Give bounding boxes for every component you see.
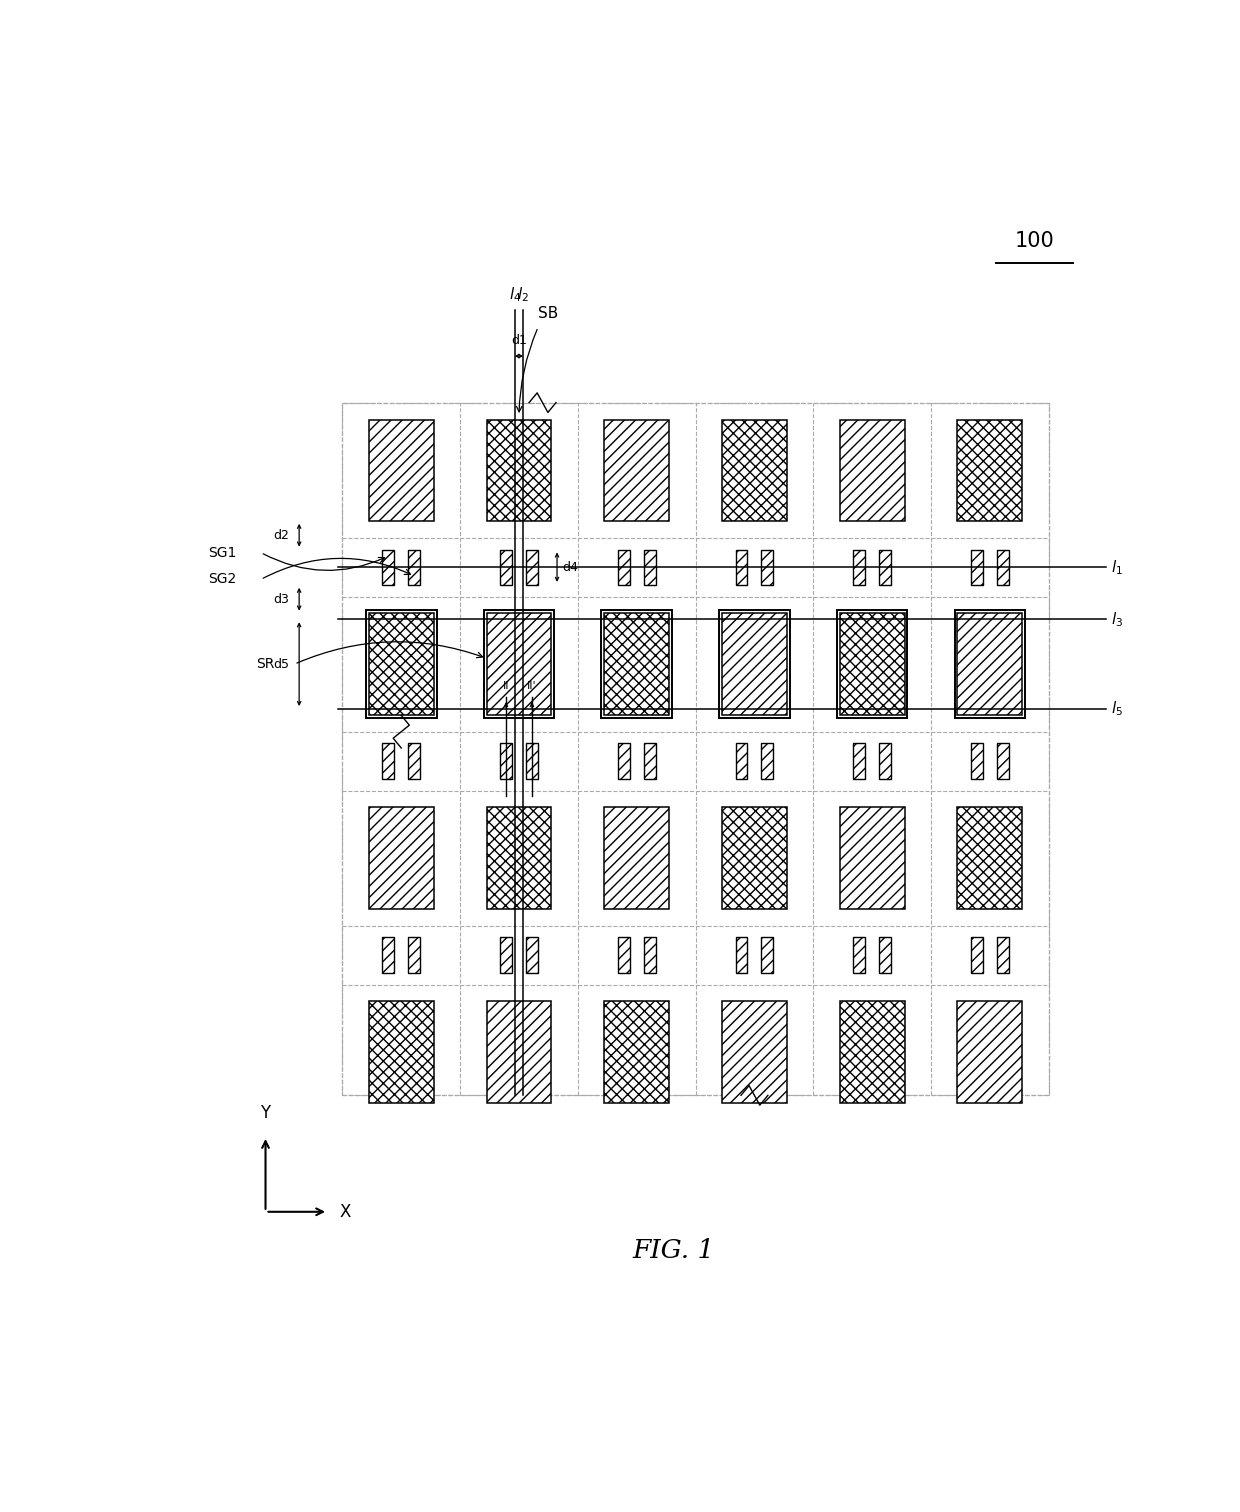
Bar — [853, 937, 866, 972]
Text: 100: 100 — [1014, 231, 1054, 251]
Bar — [382, 744, 394, 779]
Text: $l_4$: $l_4$ — [510, 284, 522, 304]
Bar — [408, 937, 420, 972]
Bar — [997, 937, 1008, 972]
Text: II': II' — [527, 680, 537, 691]
Text: d3: d3 — [274, 593, 290, 606]
Bar — [761, 744, 774, 779]
Bar — [971, 744, 983, 779]
Bar — [500, 937, 512, 972]
Text: d2: d2 — [274, 529, 290, 541]
Bar — [839, 1001, 904, 1102]
Bar — [368, 1001, 434, 1102]
Bar — [644, 744, 656, 779]
Bar — [526, 937, 538, 972]
Bar — [719, 609, 790, 718]
Bar — [382, 549, 394, 585]
Bar — [368, 807, 434, 909]
Bar — [644, 937, 656, 972]
Bar — [604, 419, 670, 520]
Text: X: X — [340, 1202, 351, 1220]
Bar — [486, 614, 552, 715]
Bar — [618, 937, 630, 972]
Bar — [957, 807, 1022, 909]
Bar — [971, 549, 983, 585]
Text: d5: d5 — [274, 658, 290, 671]
Bar — [957, 614, 1022, 715]
Text: d1: d1 — [511, 334, 527, 346]
Text: FIG. 1: FIG. 1 — [632, 1238, 715, 1263]
Bar — [761, 937, 774, 972]
Bar — [644, 549, 656, 585]
Bar — [408, 549, 420, 585]
Bar — [879, 744, 892, 779]
Bar — [486, 419, 552, 520]
Bar — [368, 419, 434, 520]
Text: $l_3$: $l_3$ — [1111, 609, 1123, 629]
Bar — [618, 744, 630, 779]
Bar — [853, 549, 866, 585]
Bar — [761, 549, 774, 585]
Bar — [879, 549, 892, 585]
Bar — [366, 609, 436, 718]
Text: SG2: SG2 — [208, 573, 236, 587]
Bar — [722, 614, 787, 715]
Bar — [997, 744, 1008, 779]
Text: SR: SR — [255, 658, 274, 671]
Bar — [957, 419, 1022, 520]
Bar — [722, 419, 787, 520]
Text: $l_1$: $l_1$ — [1111, 558, 1123, 576]
Bar — [618, 549, 630, 585]
Bar — [957, 1001, 1022, 1102]
Bar — [486, 807, 552, 909]
Text: II: II — [502, 680, 510, 691]
Bar — [526, 549, 538, 585]
Text: SG1: SG1 — [208, 546, 237, 559]
Bar — [997, 549, 1008, 585]
Bar — [342, 402, 1049, 1095]
Bar — [722, 1001, 787, 1102]
Bar — [839, 807, 904, 909]
Text: $l_5$: $l_5$ — [1111, 700, 1123, 718]
Bar — [604, 614, 670, 715]
Bar — [382, 937, 394, 972]
Text: d4: d4 — [562, 561, 578, 573]
Bar — [604, 1001, 670, 1102]
Bar — [500, 744, 512, 779]
Bar — [486, 1001, 552, 1102]
Text: Y: Y — [260, 1104, 270, 1122]
Bar — [837, 609, 908, 718]
Bar — [839, 614, 904, 715]
Bar — [879, 937, 892, 972]
Bar — [722, 807, 787, 909]
Bar — [971, 937, 983, 972]
Bar — [408, 744, 420, 779]
Bar — [604, 807, 670, 909]
Bar — [735, 937, 748, 972]
Bar — [526, 744, 538, 779]
Bar — [735, 549, 748, 585]
Bar — [601, 609, 672, 718]
Bar — [368, 614, 434, 715]
Bar — [955, 609, 1025, 718]
Bar — [735, 744, 748, 779]
Bar — [839, 419, 904, 520]
Text: $l_2$: $l_2$ — [517, 284, 528, 304]
Bar — [853, 744, 866, 779]
Bar — [484, 609, 554, 718]
Text: SB: SB — [538, 305, 558, 321]
Bar — [500, 549, 512, 585]
